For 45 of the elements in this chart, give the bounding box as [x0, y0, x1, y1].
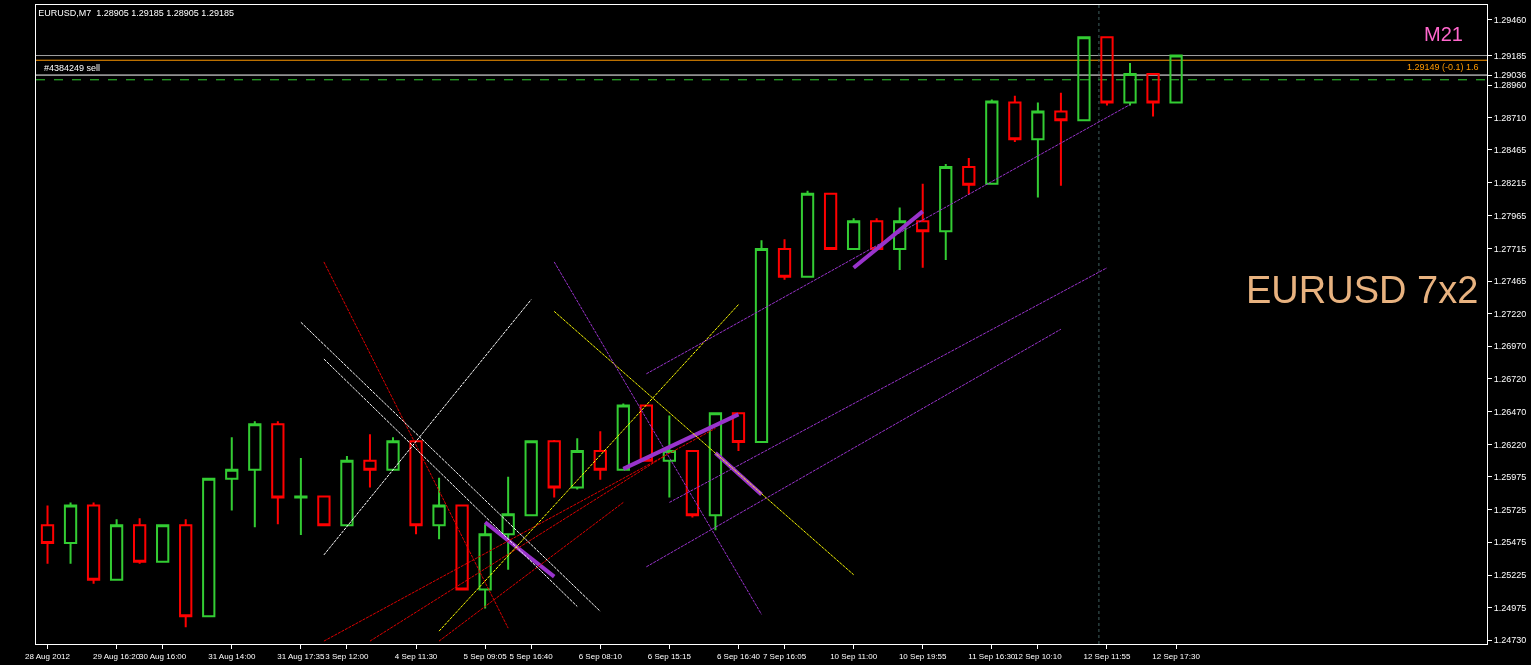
- y-tick-label: 1.25975: [1493, 471, 1527, 482]
- y-tick-label: 1.25725: [1493, 504, 1527, 515]
- y-tick-label: 1.25475: [1493, 537, 1527, 548]
- x-tick-label: 7 Sep 16:05: [762, 651, 807, 661]
- x-tick-label: 28 Aug 2012: [25, 651, 71, 661]
- ref-line-label: #4384249 sell: [44, 63, 101, 73]
- x-tick-label: 3 Sep 12:00: [325, 651, 370, 661]
- x-tick-label: 4 Sep 11:30: [394, 651, 438, 661]
- x-tick-label: 29 Aug 16:20: [93, 651, 141, 661]
- x-tick-label: 11 Sep 16:30: [968, 651, 1016, 661]
- y-tick-label: 1.24730: [1493, 635, 1527, 646]
- y-tick-label: 1.29036: [1493, 70, 1527, 81]
- ref-line-label: 1.29149 (-0.1) 1.6: [1407, 62, 1479, 72]
- x-tick-label: 5 Sep 09:05: [463, 651, 508, 661]
- y-tick-label: 1.24975: [1493, 603, 1527, 614]
- x-tick-label: 6 Sep 15:15: [647, 651, 692, 661]
- y-tick-label: 1.26970: [1493, 341, 1527, 352]
- x-tick-label: 10 Sep 11:00: [830, 651, 878, 661]
- y-tick-label: 1.27465: [1493, 276, 1527, 287]
- y-tick-label: 1.29185: [1493, 50, 1527, 61]
- y-tick-label: 1.26470: [1493, 406, 1527, 417]
- annotation: M21: [1424, 23, 1463, 45]
- y-tick-label: 1.25225: [1493, 570, 1527, 581]
- x-tick-label: 10 Sep 19:55: [898, 651, 948, 661]
- y-tick-label: 1.27965: [1493, 210, 1527, 221]
- y-tick-label: 1.28710: [1493, 112, 1527, 123]
- y-tick-label: 1.27220: [1493, 308, 1527, 319]
- x-tick-label: 5 Sep 16:40: [509, 651, 554, 661]
- x-tick-label: 31 Aug 14:00: [208, 651, 256, 661]
- x-tick-label: 12 Sep 17:30: [1152, 651, 1201, 661]
- y-tick-label: 1.26220: [1493, 439, 1527, 450]
- annotation: EURUSD 7x2: [1246, 269, 1479, 311]
- y-tick-label: 1.29460: [1493, 14, 1527, 25]
- y-tick-label: 1.28465: [1493, 145, 1527, 156]
- chart-title: EURUSD,M7 1.28905 1.29185 1.28905 1.29185: [38, 8, 234, 19]
- y-tick-label: 1.27715: [1493, 243, 1527, 254]
- y-tick-label: 1.28215: [1493, 177, 1527, 188]
- y-tick-label: 1.26720: [1493, 374, 1527, 385]
- y-tick-label: 1.28960: [1493, 80, 1527, 91]
- x-tick-label: 6 Sep 16:40: [716, 651, 761, 661]
- x-tick-label: 6 Sep 08:10: [578, 651, 623, 661]
- x-tick-label: 12 Sep 11:55: [1083, 651, 1132, 661]
- x-tick-label: 30 Aug 16:00: [139, 651, 187, 661]
- x-tick-label: 31 Aug 17:35: [277, 651, 325, 661]
- x-tick-label: 12 Sep 10:10: [1014, 651, 1063, 661]
